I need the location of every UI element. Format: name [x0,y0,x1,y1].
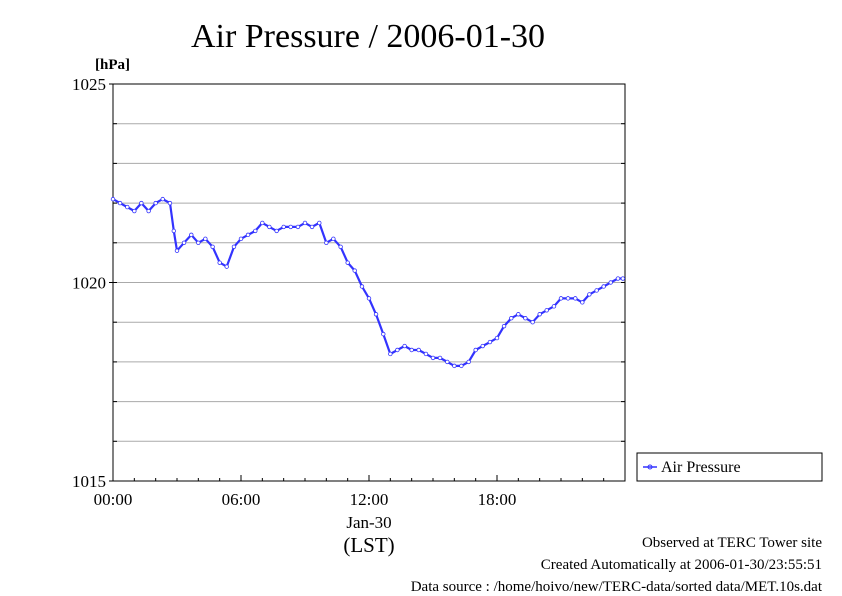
data-point [160,196,165,202]
data-point [196,240,201,245]
observed-note: Observed at TERC Tower site [641,535,822,551]
x-tick-labels: 00:00 06:00 12:00 18:00 [94,490,517,509]
axis-ticks [109,83,626,482]
data-point [580,300,585,305]
data-point [359,284,365,289]
data-point [132,208,137,214]
data-point [181,240,187,245]
data-point [167,200,173,206]
y-tick-label: 1015 [72,472,106,491]
data-point [608,280,613,285]
legend: Air Pressure [636,452,823,482]
data-point [480,343,485,349]
data-point [523,316,528,321]
data-source-note: Data source : /home/hoivo/new/TERC-data/… [410,579,822,595]
data-point [253,228,258,234]
data-point [146,208,151,214]
data-point [324,240,329,245]
y-axis-unit-label: [hPa] [95,57,130,73]
data-point [288,224,293,230]
data-point [551,304,557,309]
data-point [473,347,478,353]
data-point [317,220,322,226]
data-point [601,284,606,289]
data-point [544,308,549,313]
data-point [267,224,272,230]
data-point [620,276,626,281]
data-point [281,224,286,230]
created-note: Created Automatically at 2006-01-30/23:5… [540,557,822,573]
data-point [231,244,237,249]
data-point [338,244,343,249]
x-date-label: Jan-30 [346,513,391,532]
data-point [459,363,464,369]
data-point [494,335,500,341]
data-point [260,220,265,226]
data-point [274,228,279,234]
data-point [139,200,144,206]
x-tick-label: 18:00 [478,490,517,509]
data-point [345,260,350,265]
data-point [594,288,599,293]
series-layer [110,196,626,369]
data-point [366,296,372,301]
data-point [224,264,229,269]
x-tick-label: 00:00 [94,490,133,509]
data-point [423,351,429,357]
data-point [430,355,436,361]
x-axis-label: (LST) [343,533,394,557]
data-point [501,323,507,329]
data-point [210,244,215,249]
data-point [373,312,379,317]
data-point [409,347,414,353]
data-point [238,236,244,242]
data-point [125,204,130,210]
data-point [395,347,400,353]
data-point [110,196,116,202]
data-point [302,220,308,226]
data-point [402,343,407,349]
y-tick-label: 1025 [72,75,106,94]
data-point [437,355,443,361]
data-point [381,331,386,337]
plot-frame [112,83,626,482]
x-tick-label: 12:00 [350,490,389,509]
data-point [388,351,393,357]
data-point [153,200,158,206]
data-point [587,292,592,297]
data-point [352,268,357,273]
legend-marker [647,464,653,470]
data-point [466,359,471,365]
data-point [509,316,514,321]
data-point [487,339,493,345]
data-point [189,232,194,238]
data-point [516,312,521,317]
data-point [530,320,535,325]
data-point [565,296,571,301]
data-point [537,312,542,317]
grid-lines [113,123,625,442]
data-point [171,228,176,234]
data-point [331,236,336,242]
legend-box [636,452,823,482]
data-point [203,236,208,242]
data-point [615,276,621,281]
data-point [309,224,315,230]
y-tick-labels: 1015 1020 1025 [72,75,106,491]
x-tick-label: 06:00 [222,490,261,509]
data-point [295,224,301,230]
data-point [416,347,421,353]
y-tick-label: 1020 [72,274,106,293]
data-point [174,248,180,253]
data-point [558,296,564,301]
data-point [117,200,123,206]
data-point [245,232,251,238]
chart-title: Air Pressure / 2006-01-30 [191,18,545,55]
data-point [452,363,457,369]
data-point [217,260,222,265]
data-point [573,296,578,301]
data-point [445,359,450,365]
legend-label: Air Pressure [661,459,741,476]
